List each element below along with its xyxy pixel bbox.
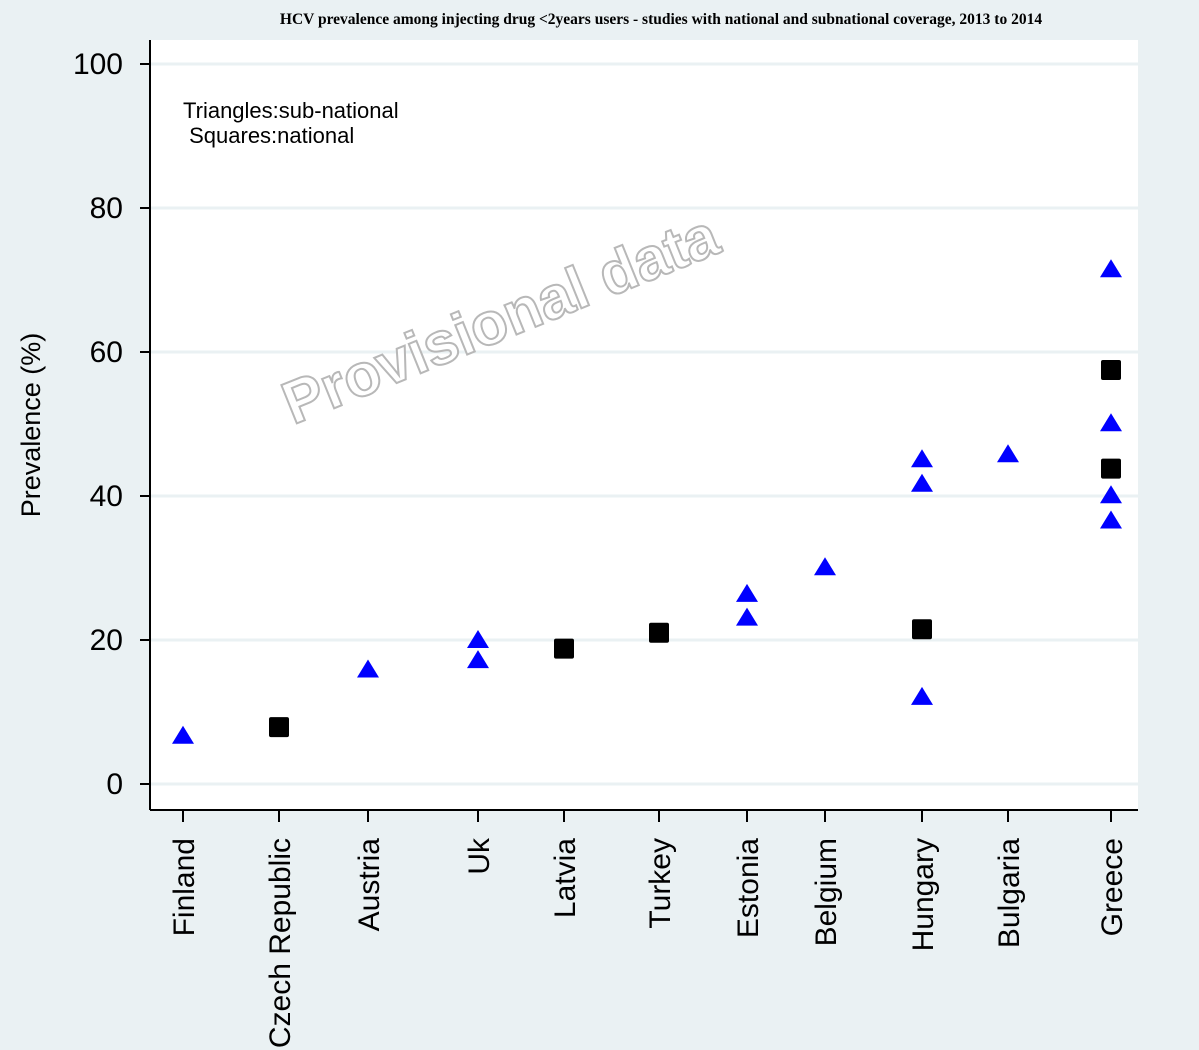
- subnational-point: [911, 473, 933, 492]
- y-ticks: 0 20 40 60 80 100: [73, 48, 150, 801]
- subnational-point: [814, 557, 836, 576]
- national-point: [554, 638, 574, 659]
- x-tick-label: Latvia: [549, 838, 582, 918]
- x-tick-label: Czech Republic: [264, 838, 297, 1048]
- subnational-point: [736, 583, 758, 602]
- subnational-point: [911, 449, 933, 468]
- subnational-point: [467, 630, 489, 648]
- subnational-point: [911, 686, 933, 705]
- subnational-point: [1100, 485, 1122, 504]
- subnational-point: [467, 650, 489, 669]
- y-tick-label: 20: [90, 624, 123, 657]
- x-tick-label: Bulgaria: [993, 838, 1026, 948]
- x-tick-label: Greece: [1096, 838, 1129, 936]
- y-tick-label: 40: [90, 480, 123, 513]
- national-point: [1101, 458, 1121, 479]
- national-point: [649, 622, 669, 643]
- x-tick-label: Austria: [353, 838, 386, 932]
- y-axis-label: Prevalence (%): [16, 333, 46, 518]
- y-tick-label: 0: [106, 768, 123, 801]
- x-tick-label: Belgium: [810, 838, 843, 946]
- subnational-point: [736, 607, 758, 626]
- plot-area: [150, 40, 1138, 810]
- national-point: [269, 717, 289, 738]
- chart-title: HCV prevalence among injecting drug <2ye…: [280, 11, 1042, 28]
- x-tick-label: Hungary: [907, 838, 940, 951]
- legend-note-squares: Squares:national: [183, 123, 354, 148]
- subnational-point: [1100, 413, 1122, 432]
- y-tick-label: 100: [73, 48, 123, 81]
- y-tick-label: 80: [90, 192, 123, 225]
- data-marks: [172, 259, 1122, 744]
- legend-note-triangles: Triangles:sub-national: [183, 98, 399, 123]
- subnational-point: [357, 659, 379, 678]
- y-tick-label: 60: [90, 336, 123, 369]
- x-tick-label: Uk: [463, 837, 496, 875]
- x-tick-label: Estonia: [732, 838, 765, 938]
- subnational-point: [1100, 510, 1122, 529]
- national-point: [912, 619, 932, 640]
- subnational-point: [1100, 259, 1122, 278]
- x-tick-label: Finland: [168, 838, 201, 936]
- x-ticks: Finland Czech Republic Austria Uk Latvia Turk…: [168, 810, 1129, 1048]
- x-tick-label: Turkey: [644, 838, 677, 929]
- national-point: [1101, 360, 1121, 380]
- gridlines: [150, 62, 1138, 786]
- subnational-point: [997, 444, 1019, 463]
- subnational-point: [172, 725, 194, 744]
